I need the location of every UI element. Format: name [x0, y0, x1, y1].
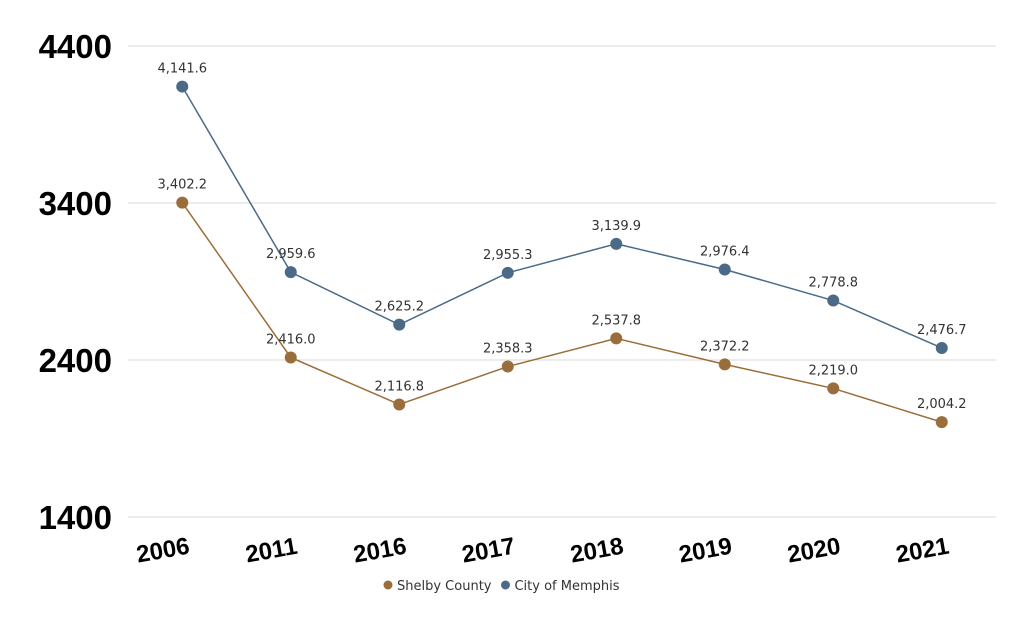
- data-point: [393, 318, 406, 331]
- data-point: [718, 358, 731, 371]
- series-line-1: [181, 86, 943, 349]
- data-point: [284, 351, 297, 364]
- data-label: 2,116.8: [374, 379, 424, 394]
- data-point: [827, 382, 840, 395]
- x-tick-label: 2020: [785, 533, 842, 569]
- data-point: [935, 341, 948, 354]
- data-label: 2,625.2: [374, 300, 424, 315]
- data-point: [501, 266, 514, 279]
- data-label: 3,402.2: [157, 178, 207, 193]
- series-line-0: [181, 202, 942, 423]
- x-tick-label: 2019: [677, 533, 734, 569]
- x-tick-label: 2017: [460, 533, 517, 569]
- y-tick-label: 4400: [39, 28, 112, 65]
- data-label: 2,959.6: [266, 247, 316, 262]
- legend-label: Shelby County: [397, 579, 492, 594]
- data-point: [827, 294, 840, 307]
- data-label: 2,778.8: [808, 276, 858, 291]
- data-label: 2,416.0: [266, 332, 316, 347]
- legend-label: City of Memphis: [514, 579, 619, 594]
- data-point: [610, 332, 623, 345]
- data-label: 2,476.7: [917, 323, 967, 338]
- legend-marker: [500, 580, 510, 590]
- data-label: 2,955.3: [483, 248, 533, 263]
- data-point: [935, 416, 948, 429]
- y-tick-label: 1400: [39, 499, 112, 536]
- y-tick-label: 3400: [39, 185, 112, 222]
- data-label: 3,139.9: [591, 219, 641, 234]
- x-tick-label: 2011: [243, 533, 299, 569]
- x-tick-label: 2006: [134, 533, 191, 569]
- data-label: 2,976.4: [700, 245, 750, 260]
- x-tick-label: 2018: [568, 533, 625, 569]
- x-tick-label: 2021: [894, 533, 951, 569]
- x-tick-label: 2016: [351, 533, 408, 569]
- data-label: 2,537.8: [591, 313, 641, 328]
- y-tick-label: 2400: [39, 342, 112, 379]
- data-point: [610, 237, 623, 250]
- data-label: 2,219.0: [808, 363, 858, 378]
- data-label: 2,004.2: [917, 397, 967, 412]
- data-label: 2,372.2: [700, 339, 750, 354]
- data-point: [176, 196, 189, 209]
- data-point: [176, 80, 189, 93]
- data-label: 2,358.3: [483, 342, 533, 357]
- data-point: [718, 263, 731, 276]
- data-point: [393, 398, 406, 411]
- data-point: [284, 266, 297, 279]
- data-point: [501, 360, 514, 373]
- data-label: 4,141.6: [157, 62, 207, 77]
- legend-marker: [383, 580, 393, 590]
